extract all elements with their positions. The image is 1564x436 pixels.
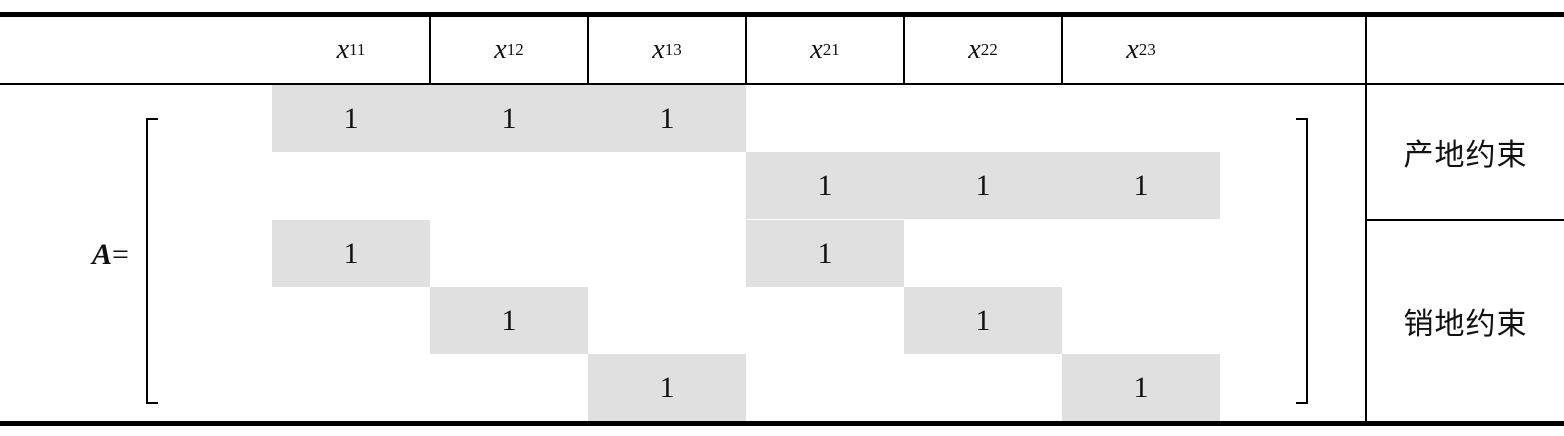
matrix-label: A= <box>92 238 129 272</box>
matrix-cell-filled: 1 <box>1062 354 1220 421</box>
header-divider <box>745 17 747 83</box>
variable-name: x <box>810 34 823 65</box>
matrix-cell-empty <box>588 220 746 287</box>
matrix-cell-empty <box>1062 85 1220 152</box>
variable-name: x <box>968 34 981 65</box>
variable-subscript: 12 <box>506 40 524 59</box>
matrix-cell-filled: 1 <box>430 85 588 152</box>
matrix-cell-empty <box>904 85 1062 152</box>
column-header: x 22 <box>904 17 1062 83</box>
matrix-cell-filled: 1 <box>746 220 904 287</box>
matrix-cell-empty <box>904 220 1062 287</box>
column-header: x 23 <box>1062 17 1220 83</box>
variable-name: x <box>494 34 507 65</box>
variable-subscript: 13 <box>664 40 682 59</box>
variable-subscript: 21 <box>822 40 840 59</box>
column-header: x 21 <box>746 17 904 83</box>
matrix-cell-filled: 1 <box>1062 152 1220 219</box>
group-label-destination: 销地约束 <box>1403 307 1528 342</box>
header-divider <box>587 17 589 83</box>
right-bracket <box>1296 118 1308 404</box>
column-header: x 11 <box>272 17 430 83</box>
variable-name: x <box>1126 34 1139 65</box>
column-header: x 13 <box>588 17 746 83</box>
matrix-cell-filled: 1 <box>588 85 746 152</box>
matrix-cell-empty <box>588 152 746 219</box>
matrix-cell-empty <box>746 85 904 152</box>
variable-name: x <box>652 34 665 65</box>
matrix-cell-empty <box>430 354 588 421</box>
variable-name: x <box>336 34 350 65</box>
bottom-rule <box>0 421 1564 426</box>
matrix-cell-filled: 1 <box>904 152 1062 219</box>
header-divider <box>903 17 905 83</box>
header-divider <box>429 17 431 83</box>
matrix-cell-filled: 1 <box>746 152 904 219</box>
matrix-cell-empty <box>1062 220 1220 287</box>
matrix-cell-empty <box>746 354 904 421</box>
group-divider <box>1366 219 1564 221</box>
variable-subscript: 11 <box>349 40 366 59</box>
matrix-name: A <box>92 238 113 271</box>
header-rule <box>0 83 1564 85</box>
matrix-cell-empty <box>272 354 430 421</box>
matrix-cell-filled: 1 <box>272 85 430 152</box>
top-rule <box>0 12 1564 17</box>
matrix-cell-filled: 1 <box>904 287 1062 354</box>
matrix-cell-filled: 1 <box>430 287 588 354</box>
matrix-cell-filled: 1 <box>588 354 746 421</box>
matrix-cell-filled: 1 <box>272 220 430 287</box>
variable-subscript: 22 <box>980 40 998 59</box>
header-divider <box>1061 17 1063 83</box>
matrix-cell-empty <box>272 152 430 219</box>
matrix-cell-empty <box>430 152 588 219</box>
matrix-cell-empty <box>746 287 904 354</box>
matrix-cell-empty <box>272 287 430 354</box>
matrix-cell-empty <box>1062 287 1220 354</box>
equals-sign: = <box>112 238 129 271</box>
column-header: x 12 <box>430 17 588 83</box>
matrix-cell-empty <box>588 287 746 354</box>
matrix-cell-empty <box>430 220 588 287</box>
matrix-cell-empty <box>904 354 1062 421</box>
left-bracket <box>146 118 158 404</box>
group-label-origin: 产地约束 <box>1403 138 1528 173</box>
variable-subscript: 23 <box>1138 40 1156 59</box>
